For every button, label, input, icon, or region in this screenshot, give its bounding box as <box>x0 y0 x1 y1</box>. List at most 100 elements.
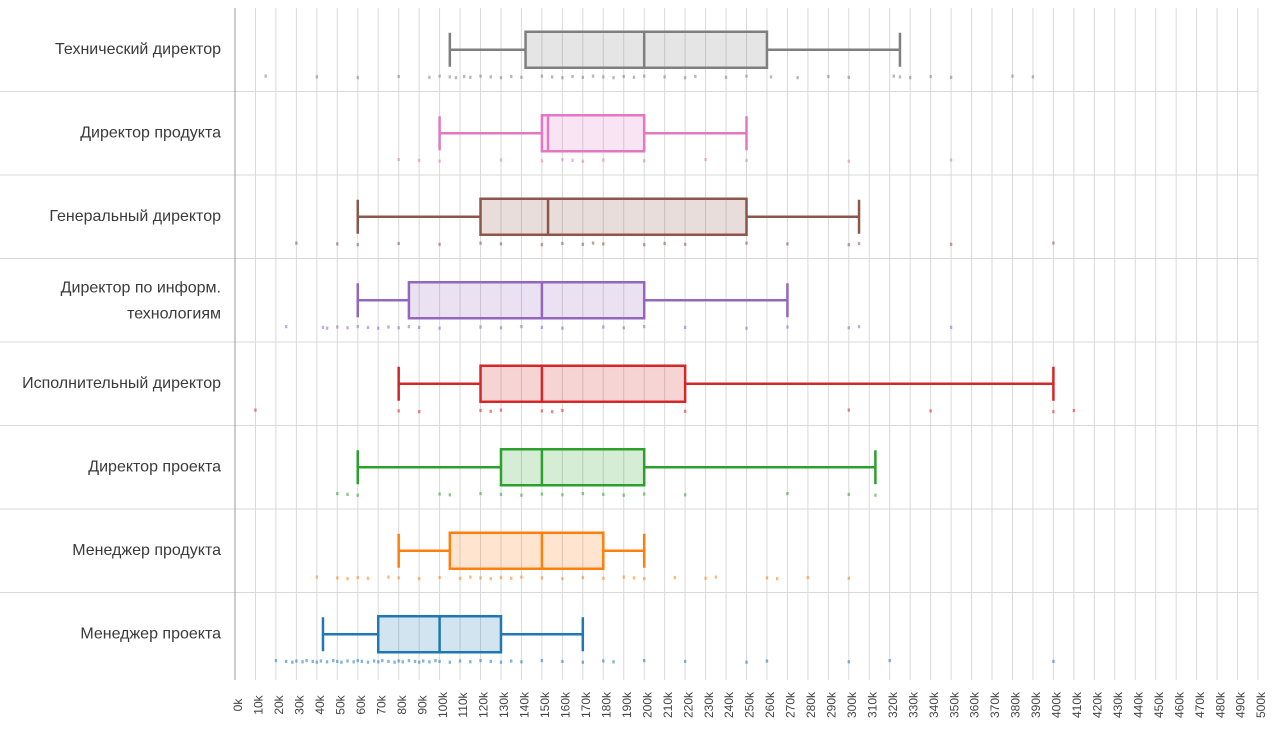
data-point <box>346 577 349 581</box>
data-point <box>612 76 615 80</box>
data-point <box>540 159 544 163</box>
x-tick-label: 190k <box>620 691 634 718</box>
data-point <box>366 660 370 664</box>
data-point <box>663 75 666 79</box>
data-point <box>622 326 625 330</box>
data-point <box>683 409 687 413</box>
data-point <box>602 492 605 497</box>
category-label: Технический директор <box>55 41 221 58</box>
data-point <box>397 659 400 663</box>
data-point <box>550 410 554 414</box>
data-point <box>949 325 953 330</box>
data-point <box>694 74 697 79</box>
box-layer <box>321 30 1055 654</box>
category-labels: Технический директор Директор продукта Ген… <box>22 41 221 643</box>
data-point <box>786 242 789 246</box>
data-point <box>1011 74 1014 78</box>
data-point <box>499 242 503 246</box>
data-point <box>581 492 585 496</box>
x-tick-label: 300k <box>845 691 859 718</box>
x-tick-label: 0k <box>231 698 245 712</box>
box-group <box>448 30 902 69</box>
data-point <box>438 326 441 330</box>
data-point <box>561 241 564 246</box>
data-point <box>550 75 554 79</box>
data-point <box>360 659 364 664</box>
data-point <box>683 76 687 80</box>
x-tick-label: 500k <box>1254 691 1268 718</box>
data-point <box>1052 410 1055 414</box>
data-point <box>499 575 503 580</box>
data-point <box>284 325 288 329</box>
data-point <box>520 660 523 664</box>
x-tick-label: 330k <box>906 691 920 718</box>
data-point <box>683 325 687 330</box>
data-point <box>683 659 687 664</box>
data-point <box>561 493 564 497</box>
data-point <box>397 158 400 162</box>
data-point <box>422 659 425 663</box>
data-point <box>898 75 902 79</box>
data-point <box>325 326 329 330</box>
data-point <box>346 492 349 497</box>
data-point <box>417 660 421 664</box>
x-tick-label: 420k <box>1090 691 1104 718</box>
data-point <box>632 75 636 79</box>
data-point <box>458 576 462 580</box>
data-point <box>643 659 646 663</box>
data-point <box>663 241 666 246</box>
data-point <box>847 408 850 412</box>
iqr-box <box>499 448 646 487</box>
category-label: Менеджер проекта <box>80 625 221 642</box>
data-point <box>356 325 359 329</box>
data-point <box>602 659 605 663</box>
data-point <box>847 492 850 497</box>
data-point <box>949 242 953 246</box>
x-tick-label: 100k <box>436 691 450 718</box>
x-tick-label: 20k <box>272 694 286 714</box>
x-tick-label: 320k <box>886 691 900 718</box>
data-point <box>489 577 492 581</box>
x-tick-label: 40k <box>313 694 327 714</box>
data-point <box>769 75 773 79</box>
data-point <box>479 659 482 663</box>
x-tick-label: 10k <box>252 694 266 714</box>
category-label: Менеджер продукта <box>72 542 221 559</box>
data-point <box>786 325 789 329</box>
x-tick-label: 110k <box>456 691 470 717</box>
data-point <box>561 158 564 162</box>
data-point <box>745 158 748 163</box>
data-point <box>417 410 421 414</box>
x-tick-label: 400k <box>1050 691 1064 718</box>
data-point <box>591 241 595 245</box>
data-point <box>745 326 748 330</box>
x-tick-label: 220k <box>681 691 695 718</box>
data-point <box>479 241 482 245</box>
box-group <box>321 615 585 654</box>
data-point <box>462 74 466 79</box>
data-point <box>356 575 359 580</box>
data-point <box>401 660 404 664</box>
data-point <box>499 326 503 330</box>
data-point <box>438 159 441 163</box>
data-point <box>581 575 585 580</box>
x-tick-label: 70k <box>374 694 388 714</box>
data-point <box>714 575 718 579</box>
points-layer <box>254 74 1076 664</box>
data-point <box>469 660 472 664</box>
data-point <box>602 325 605 329</box>
data-point <box>847 576 850 580</box>
data-point <box>372 659 376 663</box>
data-point <box>581 242 585 246</box>
data-point <box>356 659 359 663</box>
data-point <box>469 575 472 579</box>
data-point <box>448 660 452 664</box>
x-tick-label: 140k <box>518 691 532 718</box>
data-point <box>510 74 513 79</box>
data-point <box>602 75 605 79</box>
box-group <box>397 531 646 570</box>
data-point <box>428 75 431 79</box>
data-point <box>540 659 544 663</box>
data-point <box>417 325 421 330</box>
